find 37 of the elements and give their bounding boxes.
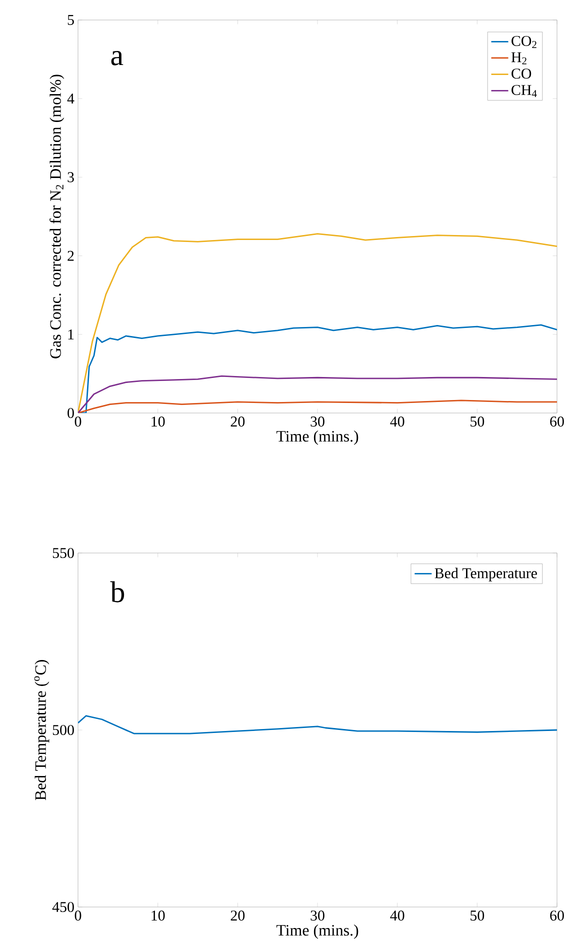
- line-series: [78, 400, 557, 413]
- x-tick-label: 0: [74, 910, 82, 921]
- x-axis-title: Time (mins.): [276, 924, 358, 939]
- annotation: b: [110, 581, 124, 602]
- legend-label: CO$_{2}$: [512, 36, 536, 48]
- x-tick-label: 30: [310, 416, 324, 427]
- y-tick-label: 1: [68, 329, 74, 340]
- y-axis-title: Bed Temperature ($^{o}$C): [34, 660, 50, 800]
- x-tick-label: 50: [470, 910, 484, 921]
- x-axis-title: Time (mins.): [276, 430, 358, 445]
- legend-label: H$_{2}$: [511, 52, 526, 64]
- y-tick-label: 3: [68, 172, 74, 182]
- y-tick-label: 450: [52, 902, 74, 912]
- x-tick-label: 10: [152, 416, 165, 427]
- annotation: a: [111, 51, 124, 66]
- x-tick-label: 60: [550, 416, 564, 427]
- x-tick-label: 20: [230, 910, 245, 921]
- y-tick-label: 550: [52, 548, 74, 558]
- legend-label: Bed Temperature: [434, 568, 537, 582]
- x-tick-label: 10: [152, 910, 165, 921]
- y-axis-title: Gas Conc. corrected for N$_{2}$ Dilution (mol%): [50, 74, 64, 358]
- y-tick-label: 2: [68, 250, 74, 261]
- y-tick-label: 5: [68, 15, 74, 25]
- x-tick-label: 20: [230, 416, 245, 427]
- line-series: [78, 375, 557, 413]
- x-tick-label: 40: [390, 416, 404, 427]
- x-tick-label: 0: [74, 416, 82, 427]
- line-series: [78, 233, 557, 413]
- x-tick-label: 30: [310, 910, 324, 921]
- y-tick-label: 0: [68, 408, 74, 418]
- legend-label: CH$_{4}$: [512, 84, 537, 98]
- y-tick-label: 4: [67, 94, 74, 104]
- x-tick-label: 40: [390, 910, 404, 921]
- x-tick-label: 60: [550, 910, 564, 921]
- y-tick-label: 500: [52, 724, 74, 736]
- x-tick-label: 50: [470, 416, 484, 427]
- legend-label: CO: [512, 68, 532, 79]
